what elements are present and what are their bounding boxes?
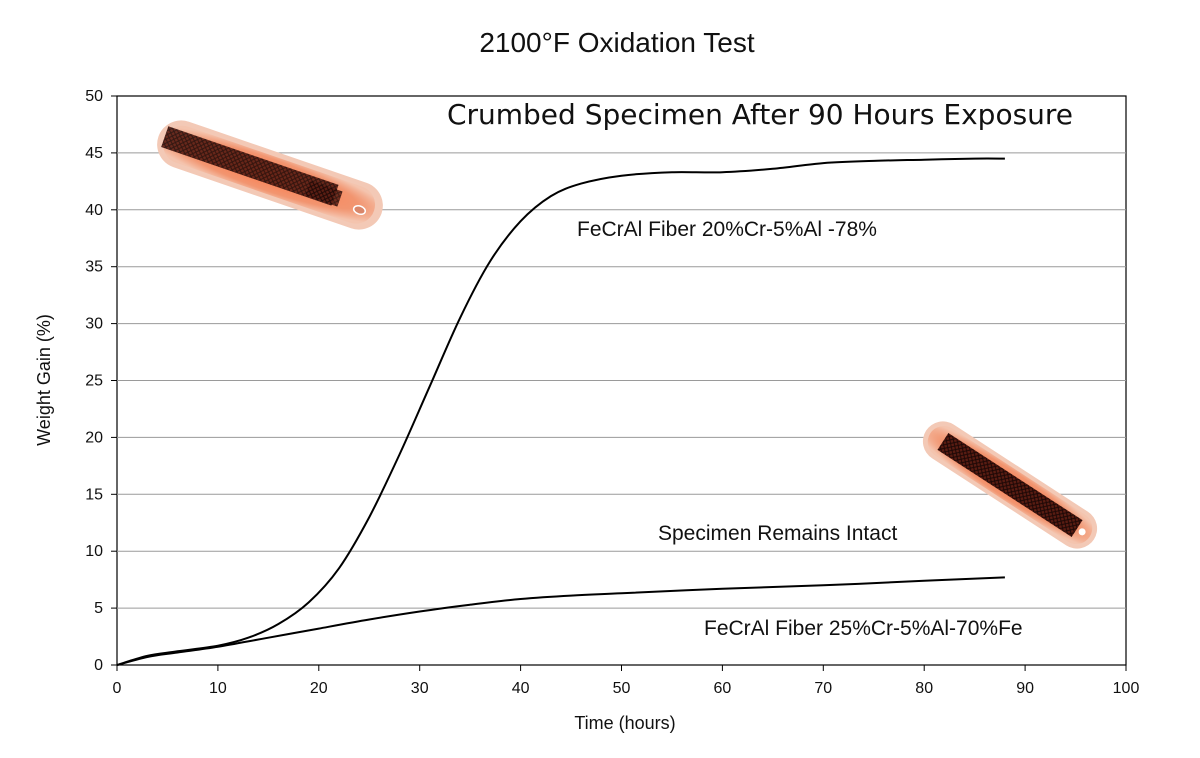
x-tick-label: 30	[411, 680, 429, 697]
y-tick-label: 35	[85, 259, 103, 276]
x-tick-label: 90	[1016, 680, 1034, 697]
gridlines	[117, 152, 1126, 609]
y-tick-label: 20	[85, 429, 103, 446]
y-tick-label: 15	[85, 486, 103, 503]
x-tick-label: 100	[1113, 680, 1140, 697]
annotation-series-1-label: FeCrAl Fiber 20%Cr-5%Al -78%	[577, 218, 877, 241]
series-line-1	[116, 157, 1005, 666]
y-tick-label: 45	[85, 145, 103, 162]
y-tick-label: 25	[85, 373, 103, 390]
y-tick-label: 30	[85, 316, 103, 333]
x-tick-label: 20	[310, 680, 328, 697]
x-tick-label: 70	[814, 680, 832, 697]
x-tick-label: 10	[209, 680, 227, 697]
annotation-crumbed: Crumbed Specimen After 90 Hours Exposure	[447, 98, 1073, 131]
y-tick-label: 0	[94, 657, 103, 674]
y-axis-ticks: 0 5 10 15 20 25 30 35 40 45 50	[85, 88, 117, 674]
x-tick-label: 0	[113, 680, 122, 697]
y-axis-label: Weight Gain (%)	[34, 314, 54, 446]
x-tick-label: 50	[613, 680, 631, 697]
annotation-intact: Specimen Remains Intact	[658, 522, 897, 545]
annotation-series-2-label: FeCrAl Fiber 25%Cr-5%Al-70%Fe	[704, 617, 1023, 640]
series-line-2	[116, 576, 1005, 666]
x-axis-ticks: 0 10 20 30 40 50 60 70 80 90 100	[113, 665, 1140, 697]
y-tick-label: 50	[85, 88, 103, 105]
data-series	[116, 157, 1005, 666]
x-tick-label: 60	[714, 680, 732, 697]
y-tick-label: 5	[94, 600, 103, 617]
crumbed-specimen-image	[157, 120, 383, 230]
chart-title: 2100°F Oxidation Test	[479, 27, 755, 58]
x-axis-label: Time (hours)	[574, 713, 675, 733]
x-tick-label: 80	[915, 680, 933, 697]
intact-specimen-image	[922, 421, 1098, 549]
x-tick-label: 40	[512, 680, 530, 697]
y-tick-label: 40	[85, 202, 103, 219]
y-tick-label: 10	[85, 543, 103, 560]
